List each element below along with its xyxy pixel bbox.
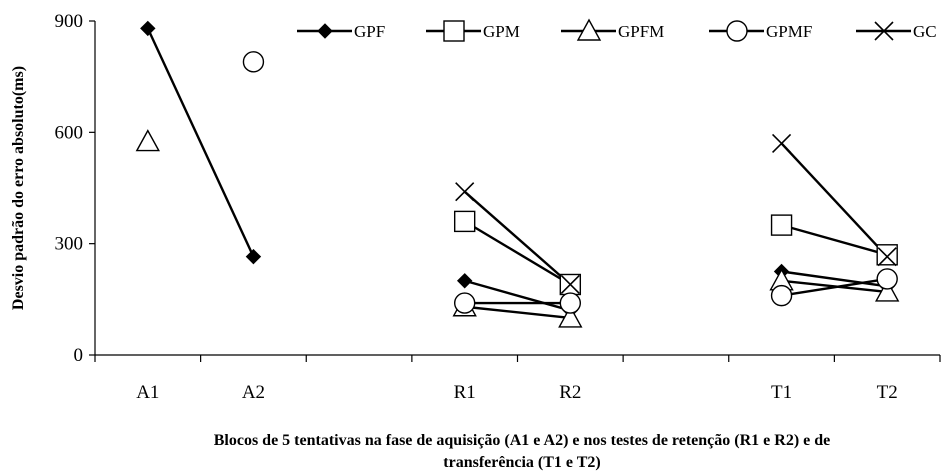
x-tick-label: T2 xyxy=(877,382,898,403)
legend-swatch-marker xyxy=(317,23,333,39)
legend-swatch-marker xyxy=(443,20,465,42)
series-line-gpf xyxy=(464,279,571,312)
legend-item-gpmf: GPMF xyxy=(709,20,812,42)
data-point-gpf xyxy=(140,20,156,37)
data-point-gpmf xyxy=(876,268,898,290)
data-point-gpmf xyxy=(559,292,582,314)
legend-label-gpf: GPF xyxy=(354,22,385,41)
x-axis-label-line-2: transferência (T1 e T2) xyxy=(443,454,600,471)
legend-item-gpf: GPF xyxy=(297,22,385,41)
data-point-gpfm xyxy=(558,305,583,328)
data-point-gc xyxy=(877,247,897,267)
y-ticks: 0 300 600 900 xyxy=(55,11,95,366)
legend-item-gc: GC xyxy=(856,21,937,41)
data-point-gpfm xyxy=(135,129,160,152)
legend: GPF GPM GPFM GPMF GC xyxy=(297,18,937,42)
series-line-gpm xyxy=(781,223,888,256)
data-point-gc xyxy=(560,274,580,295)
legend-swatch-marker xyxy=(576,18,602,41)
x-tick-label: T1 xyxy=(771,382,792,403)
data-point-gpmf xyxy=(770,284,793,307)
data-point-gpmf xyxy=(242,51,265,73)
series-gc xyxy=(463,142,889,286)
y-tick-label: 0 xyxy=(74,345,84,366)
data-point-gpf xyxy=(245,248,262,265)
series-gpf xyxy=(146,27,888,312)
series-markers-gc xyxy=(455,133,897,295)
series-gpmf xyxy=(464,277,888,305)
data-point-gpm xyxy=(770,214,793,236)
data-point-gpmf xyxy=(453,292,476,314)
series-line-gc xyxy=(463,190,572,286)
x-tick-label: R2 xyxy=(559,382,581,403)
series-line-gpfm xyxy=(464,305,571,320)
legend-item-gpm: GPM xyxy=(426,20,520,42)
y-tick-label: 300 xyxy=(55,234,84,255)
series-line-gpm xyxy=(464,220,571,286)
x-axis-label-line-1: Blocos de 5 tentativas na fase de aquisi… xyxy=(214,432,831,449)
legend-label-gpfm: GPFM xyxy=(618,22,664,41)
data-point-gpf xyxy=(456,273,473,289)
series-line-gpf xyxy=(146,27,255,258)
data-point-gpfm xyxy=(875,279,900,302)
series-line-gc xyxy=(780,142,889,258)
legend-swatch-marker xyxy=(726,20,748,42)
series-markers-gpmf xyxy=(242,51,898,314)
legend-swatch-marker xyxy=(874,21,894,41)
data-point-gc xyxy=(771,133,792,154)
x-tick-label: A2 xyxy=(242,382,265,403)
series-group xyxy=(135,20,900,328)
y-tick-label: 900 xyxy=(55,11,84,32)
data-point-gc xyxy=(455,182,475,202)
data-point-gpm xyxy=(453,210,476,233)
series-gpm xyxy=(464,220,888,286)
series-markers-gpm xyxy=(453,210,898,296)
x-ticks: A1 A2 R1 R2 T1 T2 xyxy=(94,355,941,403)
y-axis-label: Desvio padrão do erro absoluto(ms) xyxy=(10,66,27,310)
legend-item-gpfm: GPFM xyxy=(561,18,664,41)
legend-label-gc: GC xyxy=(913,22,937,41)
y-tick-label: 600 xyxy=(55,122,84,143)
x-tick-label: R1 xyxy=(454,382,476,403)
x-tick-label: A1 xyxy=(136,382,159,403)
series-line-gpmf xyxy=(781,277,888,297)
legend-label-gpmf: GPMF xyxy=(766,22,812,41)
series-line-gpf xyxy=(781,270,888,288)
data-point-gpm xyxy=(876,244,898,266)
legend-label-gpm: GPM xyxy=(483,22,520,41)
